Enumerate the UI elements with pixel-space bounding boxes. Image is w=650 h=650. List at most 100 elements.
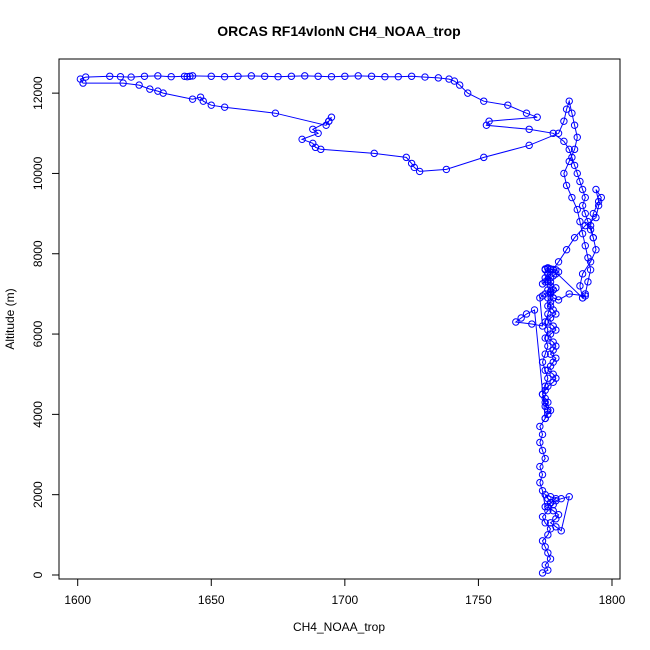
data-point xyxy=(544,342,552,350)
y-tick-label: 4000 xyxy=(31,401,45,428)
data-point xyxy=(271,109,280,117)
y-tick-label: 6000 xyxy=(31,320,45,347)
data-point xyxy=(188,95,197,103)
data-point xyxy=(314,72,322,80)
x-tick-label: 1800 xyxy=(599,593,626,607)
series-line xyxy=(79,75,602,574)
data-point xyxy=(546,519,555,527)
data-point xyxy=(578,201,587,210)
data-point xyxy=(538,470,547,479)
data-point xyxy=(541,366,549,374)
data-point xyxy=(180,72,189,80)
data-point xyxy=(573,169,581,178)
data-point xyxy=(552,310,560,318)
data-point xyxy=(434,74,443,82)
data-point xyxy=(546,265,555,273)
data-point xyxy=(578,229,587,238)
y-tick-label: 0 xyxy=(31,571,45,578)
data-point xyxy=(544,531,552,539)
data-point xyxy=(578,185,587,194)
data-point xyxy=(589,209,597,218)
data-point xyxy=(314,129,322,137)
data-point xyxy=(544,318,552,326)
data-point xyxy=(541,503,549,511)
chart-title: ORCAS RF14vlonN CH4_NOAA_trop xyxy=(217,23,460,39)
data-point xyxy=(415,167,424,176)
data-point xyxy=(549,507,557,515)
data-point xyxy=(541,334,549,342)
data-point xyxy=(538,322,547,330)
data-point xyxy=(106,72,114,80)
data-point xyxy=(154,87,162,95)
data-point xyxy=(578,270,587,278)
data-point xyxy=(576,282,584,290)
y-axis: 0 2000 4000 6000 8000 10000 12000 xyxy=(31,76,60,578)
data-point xyxy=(456,81,464,89)
data-point xyxy=(570,121,579,129)
data-point xyxy=(592,246,600,254)
data-point xyxy=(541,454,549,463)
data-point xyxy=(592,185,600,194)
data-point xyxy=(522,109,531,117)
data-point xyxy=(533,113,541,121)
data-point xyxy=(541,414,549,423)
data-point xyxy=(135,81,143,89)
data-point xyxy=(402,153,410,162)
data-point xyxy=(584,278,592,286)
x-axis-label: CH4_NOAA_trop xyxy=(293,620,385,634)
data-point xyxy=(188,72,197,80)
data-point xyxy=(544,549,552,557)
data-point xyxy=(127,73,135,81)
data-point xyxy=(562,105,571,113)
data-point xyxy=(554,129,563,137)
data-point xyxy=(301,72,309,80)
data-point xyxy=(554,296,563,304)
data-point xyxy=(538,537,547,545)
data-point xyxy=(247,72,256,80)
data-point xyxy=(186,72,194,80)
data-point xyxy=(536,422,544,431)
data-point xyxy=(538,486,547,495)
data-point xyxy=(581,193,589,202)
data-point xyxy=(140,72,149,80)
data-point xyxy=(546,555,555,563)
data-point xyxy=(116,72,125,81)
data-point xyxy=(442,165,451,174)
data-point xyxy=(287,72,296,80)
data-point xyxy=(589,233,597,242)
data-point xyxy=(544,302,552,310)
data-point xyxy=(568,193,576,202)
data-point xyxy=(546,350,555,358)
data-point xyxy=(586,225,595,234)
data-point xyxy=(554,258,563,266)
data-point xyxy=(560,137,568,146)
data-point xyxy=(541,265,549,273)
data-point xyxy=(560,169,568,178)
data-point xyxy=(549,378,557,386)
data-point xyxy=(565,290,573,298)
y-tick-label: 2000 xyxy=(31,481,45,508)
series-points xyxy=(76,72,605,577)
data-point xyxy=(82,73,90,81)
data-point xyxy=(450,77,459,85)
data-point xyxy=(119,79,127,87)
data-point xyxy=(309,139,317,148)
x-tick-label: 1750 xyxy=(465,593,492,607)
data-point xyxy=(370,149,378,158)
data-point xyxy=(327,72,336,81)
data-point xyxy=(528,320,536,328)
data-point xyxy=(207,101,215,109)
x-axis: 1600 1650 1700 1750 1800 xyxy=(64,578,626,607)
data-point xyxy=(536,438,544,447)
data-point xyxy=(298,135,306,144)
data-point xyxy=(552,284,560,292)
data-point xyxy=(522,310,531,318)
data-point xyxy=(544,334,552,342)
data-point xyxy=(538,446,547,455)
x-tick-label: 1650 xyxy=(198,593,225,607)
data-point xyxy=(464,89,472,97)
data-point xyxy=(421,73,429,81)
data-point xyxy=(562,181,571,190)
data-point xyxy=(367,72,376,80)
data-point xyxy=(274,72,282,81)
